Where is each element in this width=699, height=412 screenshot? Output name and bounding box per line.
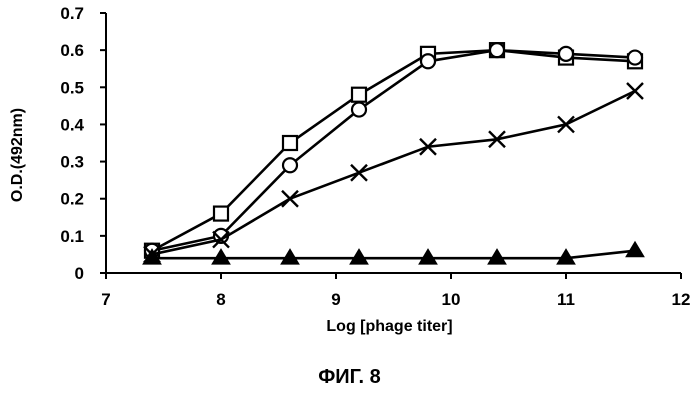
data-point-cross [282, 191, 298, 207]
y-tick-label: 0.3 [60, 153, 84, 172]
x-tick-label: 8 [216, 290, 225, 309]
data-point-circle [421, 54, 435, 68]
data-point-cross [627, 83, 643, 99]
x-tick-label: 7 [101, 290, 110, 309]
data-point-square [352, 88, 366, 102]
y-axis-label: O.D.(492nm) [9, 108, 26, 202]
y-tick-label: 0.5 [60, 78, 84, 97]
figure-caption: ФИГ. 8 [0, 366, 699, 389]
data-point-circle [283, 158, 297, 172]
data-point-triangle [212, 249, 230, 264]
data-point-triangle [350, 249, 368, 264]
x-tick-label: 9 [331, 290, 340, 309]
data-point-triangle [419, 249, 437, 264]
data-point-triangle [281, 249, 299, 264]
y-tick-label: 0.4 [60, 115, 84, 134]
y-tick-label: 0.7 [60, 4, 84, 23]
x-tick-label: 11 [557, 290, 575, 309]
data-point-circle [628, 51, 642, 65]
data-point-cross [351, 165, 367, 181]
y-tick-label: 0.1 [60, 227, 84, 246]
data-point-circle [352, 103, 366, 117]
y-tick-label: 0.2 [60, 190, 84, 209]
data-point-square [214, 207, 228, 221]
x-tick-label: 12 [672, 290, 691, 309]
y-tick-label: 0 [75, 264, 84, 283]
data-point-triangle [626, 242, 644, 257]
x-axis-label: Log [phage titer] [326, 318, 452, 335]
data-point-circle [490, 43, 504, 57]
data-point-triangle [488, 249, 506, 264]
x-tick-label: 10 [442, 290, 461, 309]
data-point-circle [559, 47, 573, 61]
y-tick-label: 0.6 [60, 41, 84, 60]
data-point-square [283, 136, 297, 150]
